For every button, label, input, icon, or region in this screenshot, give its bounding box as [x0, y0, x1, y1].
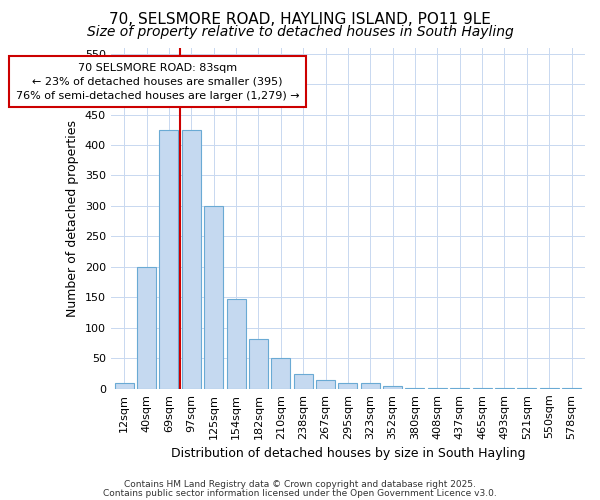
Bar: [562, 388, 581, 389]
Bar: [160, 130, 178, 389]
Text: Contains HM Land Registry data © Crown copyright and database right 2025.: Contains HM Land Registry data © Crown c…: [124, 480, 476, 489]
Bar: [383, 386, 402, 389]
Bar: [115, 382, 134, 389]
Bar: [540, 388, 559, 389]
Bar: [338, 382, 358, 389]
Bar: [473, 388, 491, 389]
Text: Contains public sector information licensed under the Open Government Licence v3: Contains public sector information licen…: [103, 488, 497, 498]
Text: 70, SELSMORE ROAD, HAYLING ISLAND, PO11 9LE: 70, SELSMORE ROAD, HAYLING ISLAND, PO11 …: [109, 12, 491, 28]
Bar: [361, 382, 380, 389]
X-axis label: Distribution of detached houses by size in South Hayling: Distribution of detached houses by size …: [170, 447, 525, 460]
Bar: [137, 267, 156, 389]
Bar: [293, 374, 313, 389]
Bar: [495, 388, 514, 389]
Bar: [517, 388, 536, 389]
Bar: [428, 388, 447, 389]
Bar: [249, 339, 268, 389]
Bar: [182, 130, 201, 389]
Bar: [450, 388, 469, 389]
Bar: [406, 388, 424, 389]
Bar: [271, 358, 290, 389]
Bar: [227, 299, 245, 389]
Bar: [204, 206, 223, 389]
Bar: [316, 380, 335, 389]
Text: 70 SELSMORE ROAD: 83sqm
← 23% of detached houses are smaller (395)
76% of semi-d: 70 SELSMORE ROAD: 83sqm ← 23% of detache…: [16, 62, 299, 100]
Y-axis label: Number of detached properties: Number of detached properties: [66, 120, 79, 316]
Text: Size of property relative to detached houses in South Hayling: Size of property relative to detached ho…: [86, 25, 514, 39]
